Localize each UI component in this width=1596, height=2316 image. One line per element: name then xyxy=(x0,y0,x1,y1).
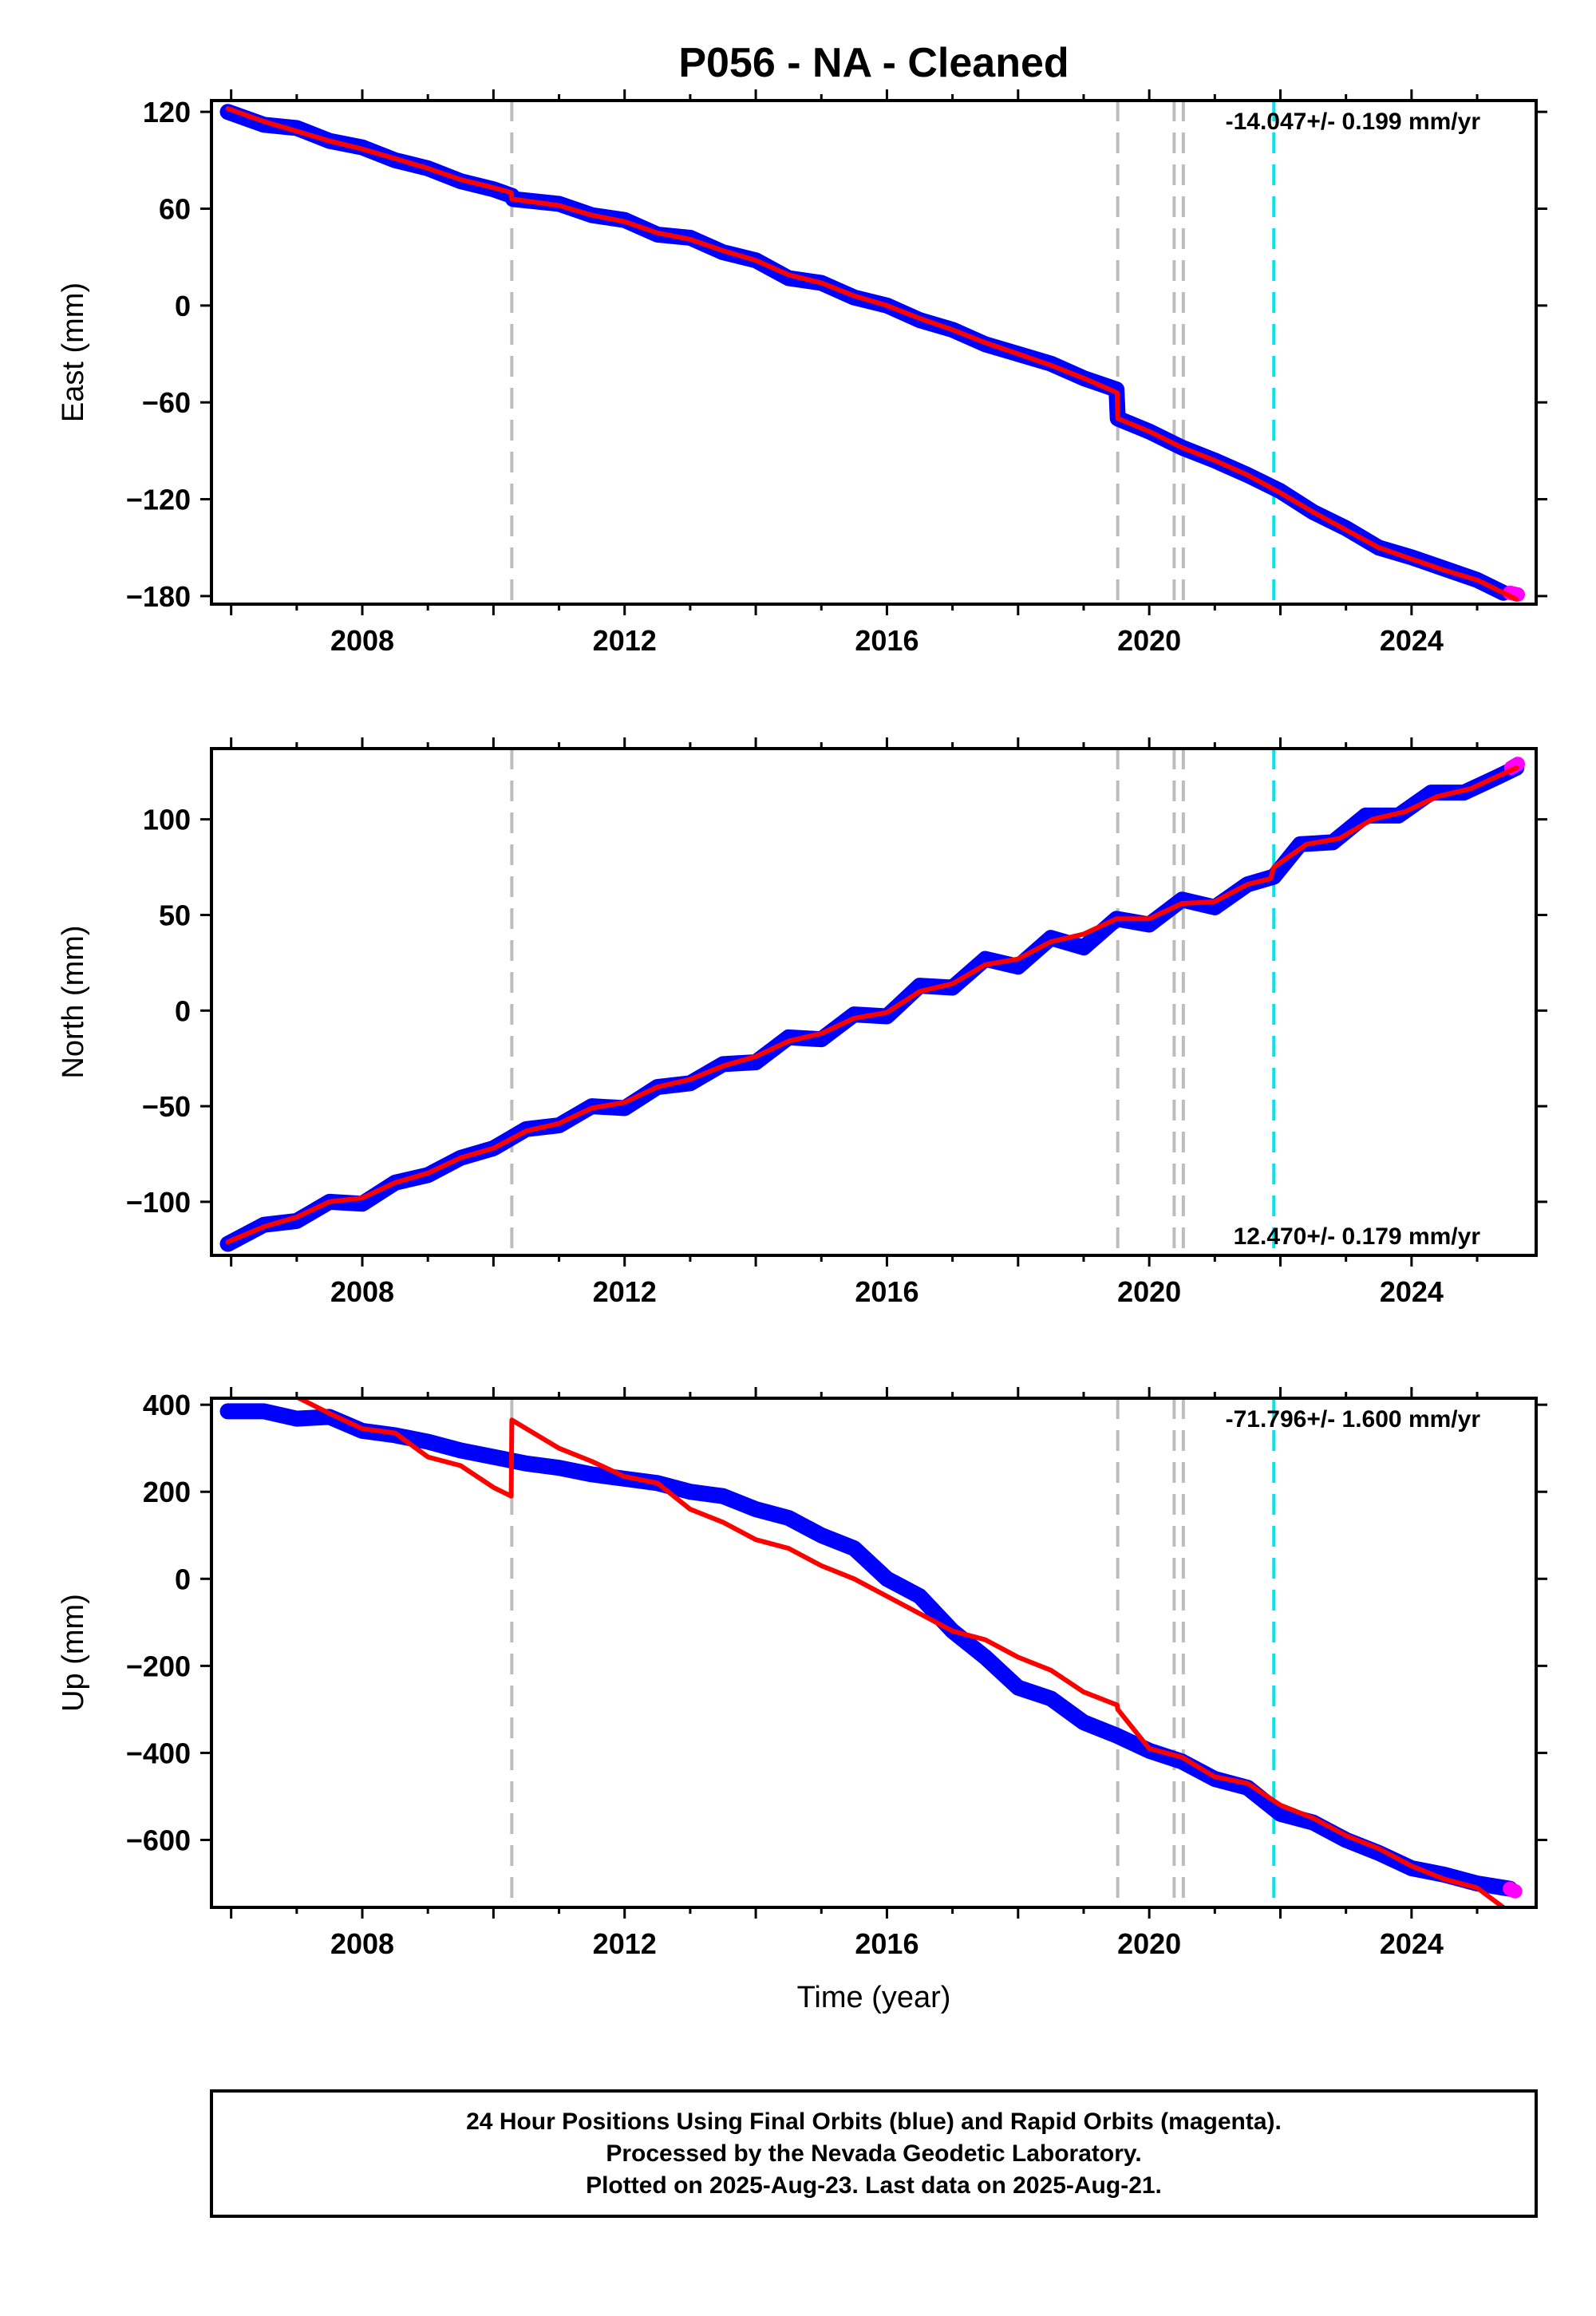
north-series-model xyxy=(225,765,1519,1245)
north-y-tick-label: 100 xyxy=(143,804,191,836)
up-y-tick-label: −600 xyxy=(126,1824,191,1856)
east-y-tick-label: −60 xyxy=(142,386,191,419)
caption-border xyxy=(210,2089,1538,2218)
east-x-tick-label: 2024 xyxy=(1380,624,1444,657)
east-x-tick-label: 2008 xyxy=(330,624,394,657)
caption-box: 24 Hour Positions Using Final Orbits (bl… xyxy=(210,2089,1538,2218)
north-x-tick-label: 2012 xyxy=(593,1275,657,1308)
up-y-tick-label: 0 xyxy=(175,1563,191,1595)
east-y-tick-label: 120 xyxy=(143,96,191,128)
north-y-tick-label: 50 xyxy=(159,899,191,931)
up-x-tick-label: 2008 xyxy=(330,1927,394,1960)
east-y-axis-label: East (mm) xyxy=(57,283,90,422)
up-x-tick-label: 2012 xyxy=(593,1927,657,1960)
north-y-tick-label: −100 xyxy=(126,1186,191,1219)
up-series-final-orbits xyxy=(219,1403,1519,1897)
north-x-tick-label: 2016 xyxy=(855,1275,918,1308)
east-y-tick-label: −180 xyxy=(126,580,191,613)
caption-line-3: Plotted on 2025-Aug-23. Last data on 202… xyxy=(586,2172,1162,2199)
north-x-tick-label: 2024 xyxy=(1380,1275,1444,1308)
up-plot-frame xyxy=(210,1397,1538,1909)
north-panel: 2008 2012 2016 2020 2024 100 50 0 −50 −100 North (… xyxy=(57,737,1547,1308)
east-series xyxy=(219,104,1525,602)
east-x-tick-label: 2020 xyxy=(1117,624,1181,657)
up-y-axis-label: Up (mm) xyxy=(57,1594,90,1712)
up-x-tick-label: 2024 xyxy=(1380,1927,1444,1960)
up-series xyxy=(219,1398,1523,1907)
up-y-tick-label: −400 xyxy=(126,1737,191,1769)
north-rate-label: 12.470+/- 0.179 mm/yr xyxy=(1234,1223,1481,1250)
up-x-tick-label: 2016 xyxy=(855,1927,918,1960)
north-y-tick-label: 0 xyxy=(175,994,191,1027)
caption-line-1: 24 Hour Positions Using Final Orbits (bl… xyxy=(466,2109,1282,2135)
north-y-axis-label: North (mm) xyxy=(57,925,90,1078)
east-y-tick-label: 60 xyxy=(159,193,191,226)
east-series-model xyxy=(225,106,1519,602)
up-y-tick-label: −200 xyxy=(126,1650,191,1682)
up-panel: 2008 2012 2016 2020 2024 400 200 0 −200 −400 −600 U… xyxy=(57,1387,1547,1960)
up-y-tick-label: 200 xyxy=(143,1476,191,1508)
east-plot-frame xyxy=(210,99,1538,606)
caption-line-2: Processed by the Nevada Geodetic Laborat… xyxy=(606,2140,1141,2167)
east-x-tick-label: 2012 xyxy=(593,624,657,657)
north-event-lines xyxy=(510,749,1276,1255)
east-y-tick-label: 0 xyxy=(175,290,191,322)
up-series-model xyxy=(227,1398,1506,1907)
north-x-tick-label: 2020 xyxy=(1117,1275,1181,1308)
up-event-lines xyxy=(510,1398,1276,1907)
east-event-lines xyxy=(510,101,1276,604)
up-y-tick-label: 400 xyxy=(143,1389,191,1421)
east-y-tick-label: −120 xyxy=(126,484,191,516)
figure-title: P056 - NA - Cleaned xyxy=(678,40,1069,86)
up-rate-label: -71.796+/- 1.600 mm/yr xyxy=(1226,1406,1481,1433)
east-series-rapid-orbits xyxy=(1503,585,1525,602)
panels-group: 2008 2012 2016 2020 2024 120 60 0 −60 −120 −180 Eas… xyxy=(57,89,1547,1960)
north-series xyxy=(219,757,1525,1252)
x-axis-label: Time (year) xyxy=(797,1981,951,2014)
east-rate-label: -14.047+/- 0.199 mm/yr xyxy=(1226,109,1481,135)
north-x-tick-label: 2008 xyxy=(330,1275,394,1308)
east-panel: 2008 2012 2016 2020 2024 120 60 0 −60 −120 −180 Eas… xyxy=(57,89,1547,657)
up-x-tick-label: 2020 xyxy=(1117,1927,1181,1960)
up-series-rapid-orbits xyxy=(1503,1881,1523,1899)
north-plot-frame xyxy=(210,747,1538,1257)
north-y-tick-label: −50 xyxy=(142,1090,191,1123)
east-x-tick-label: 2016 xyxy=(855,624,918,657)
